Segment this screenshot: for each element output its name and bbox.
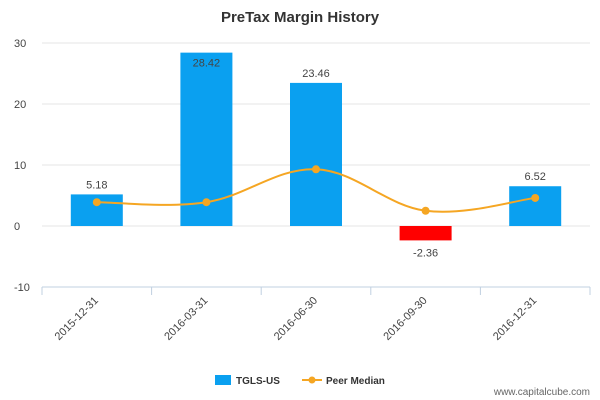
peer-median-point	[531, 193, 540, 202]
peer-median-point	[202, 198, 211, 207]
x-tick-label: 2016-03-31	[162, 295, 210, 343]
x-tick-label: 2016-09-30	[381, 295, 429, 343]
legend-label-peer-median: Peer Median	[326, 376, 385, 387]
peer-median-point	[421, 206, 430, 215]
bar	[399, 226, 452, 241]
peer-median-point	[92, 198, 101, 207]
legend-label-tgls: TGLS-US	[236, 376, 280, 387]
y-axis-tick-labels: -10 0 10 20 30	[14, 38, 30, 294]
x-tick-label: 2015-12-31	[53, 295, 101, 343]
bar	[290, 82, 342, 226]
bar-data-label: 5.18	[86, 179, 107, 191]
peer-median-point	[312, 165, 320, 174]
peer-median-series	[92, 165, 540, 215]
legend-swatch-tgls	[215, 375, 231, 385]
y-tick-label: 0	[14, 221, 20, 233]
watermark: www.capitalcube.com	[493, 387, 590, 398]
bar-series	[70, 52, 562, 241]
y-tick-label: 10	[14, 160, 26, 172]
chart-title: PreTax Margin History	[221, 9, 380, 26]
legend-swatch-peer-marker	[308, 376, 316, 384]
bar-data-labels: 5.18 28.42 23.46 -2.36 6.52	[86, 58, 546, 260]
bar-data-label: 23.46	[302, 68, 330, 80]
bar	[509, 186, 562, 226]
y-tick-label: 20	[14, 99, 26, 111]
y-tick-label: 30	[14, 38, 26, 50]
y-tick-label: -10	[14, 282, 30, 294]
legend: TGLS-US Peer Median	[215, 375, 385, 387]
x-tick-label: 2016-06-30	[272, 295, 320, 343]
x-tick-label: 2016-12-31	[491, 295, 539, 343]
x-axis: 2015-12-31 2016-03-31 2016-06-30 2016-09-30…	[41, 286, 591, 343]
bar-data-label: -2.36	[413, 247, 438, 259]
bar-data-label: 28.42	[193, 58, 221, 70]
bar-data-label: 6.52	[524, 171, 545, 183]
